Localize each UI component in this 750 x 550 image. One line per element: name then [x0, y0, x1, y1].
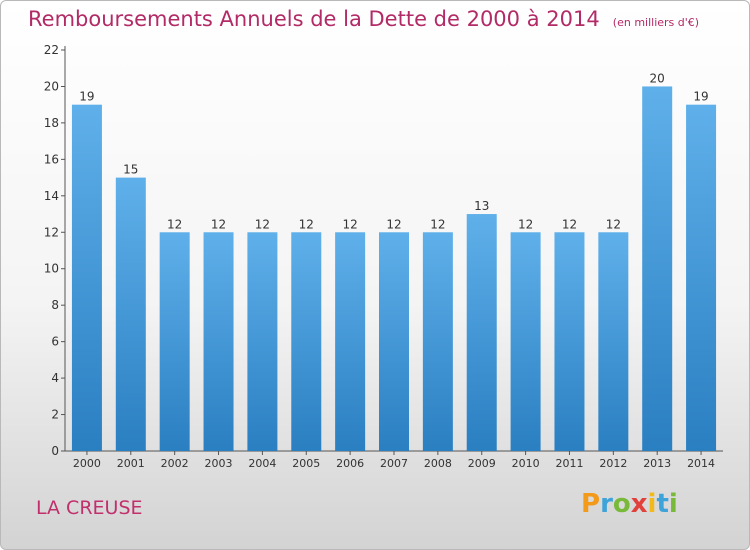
bar [423, 232, 453, 451]
x-tick-label: 2005 [292, 457, 320, 470]
y-tick-label: 10 [44, 262, 59, 276]
bar-value-label: 12 [430, 217, 445, 231]
y-tick-label: 2 [51, 408, 59, 422]
x-tick-label: 2001 [117, 457, 145, 470]
bar [291, 232, 321, 451]
bar-value-label: 12 [606, 217, 621, 231]
bar [72, 105, 102, 451]
x-tick-label: 2006 [336, 457, 364, 470]
bar [247, 232, 277, 451]
bar-value-label: 15 [123, 163, 138, 177]
x-tick-label: 2011 [555, 457, 583, 470]
x-tick-label: 2010 [512, 457, 540, 470]
x-tick-label: 2013 [643, 457, 671, 470]
y-tick-label: 20 [44, 79, 59, 93]
x-tick-label: 2009 [468, 457, 496, 470]
x-tick-label: 2008 [424, 457, 452, 470]
y-tick-label: 14 [44, 189, 59, 203]
y-tick-label: 0 [51, 444, 59, 458]
bar [598, 232, 628, 451]
bar [642, 86, 672, 451]
chart-frame: Remboursements Annuels de la Dette de 20… [0, 0, 750, 550]
bar [116, 178, 146, 451]
y-tick-label: 22 [44, 43, 59, 57]
bar [511, 232, 541, 451]
bar [379, 232, 409, 451]
y-tick-label: 16 [44, 152, 59, 166]
y-tick-label: 6 [51, 335, 59, 349]
bar [467, 214, 497, 451]
bar [554, 232, 584, 451]
bar [686, 105, 716, 451]
bar-value-label: 12 [211, 217, 226, 231]
x-tick-label: 2004 [248, 457, 276, 470]
x-tick-label: 2000 [73, 457, 101, 470]
y-tick-label: 18 [44, 116, 59, 130]
proxiti-logo: Proxiti [581, 489, 678, 519]
x-tick-label: 2014 [687, 457, 715, 470]
y-tick-label: 8 [51, 298, 59, 312]
x-tick-label: 2007 [380, 457, 408, 470]
y-tick-label: 4 [51, 371, 59, 385]
bar-value-label: 12 [518, 217, 533, 231]
bar [204, 232, 234, 451]
bar-value-label: 12 [167, 217, 182, 231]
x-tick-label: 2012 [599, 457, 627, 470]
bar-value-label: 13 [474, 199, 489, 213]
y-tick-label: 12 [44, 225, 59, 239]
bar-value-label: 12 [255, 217, 270, 231]
bar-chart: 0 2 4 6 8 10 12 14 16 18 20 22 19 2000 15 2001 12 2002 12 2… [1, 1, 749, 549]
commune-label: LA CREUSE [36, 497, 143, 519]
bar [160, 232, 190, 451]
bar-value-label: 12 [386, 217, 401, 231]
x-tick-label: 2003 [205, 457, 233, 470]
bar [335, 232, 365, 451]
bar-value-label: 12 [342, 217, 357, 231]
x-tick-label: 2002 [161, 457, 189, 470]
bar-value-label: 19 [79, 90, 94, 104]
bar-value-label: 19 [693, 90, 708, 104]
plot-area: 0 2 4 6 8 10 12 14 16 18 20 22 19 2000 15 2001 12 2002 12 2… [44, 43, 723, 470]
bar-value-label: 20 [650, 71, 665, 85]
bar-value-label: 12 [299, 217, 314, 231]
bar-value-label: 12 [562, 217, 577, 231]
